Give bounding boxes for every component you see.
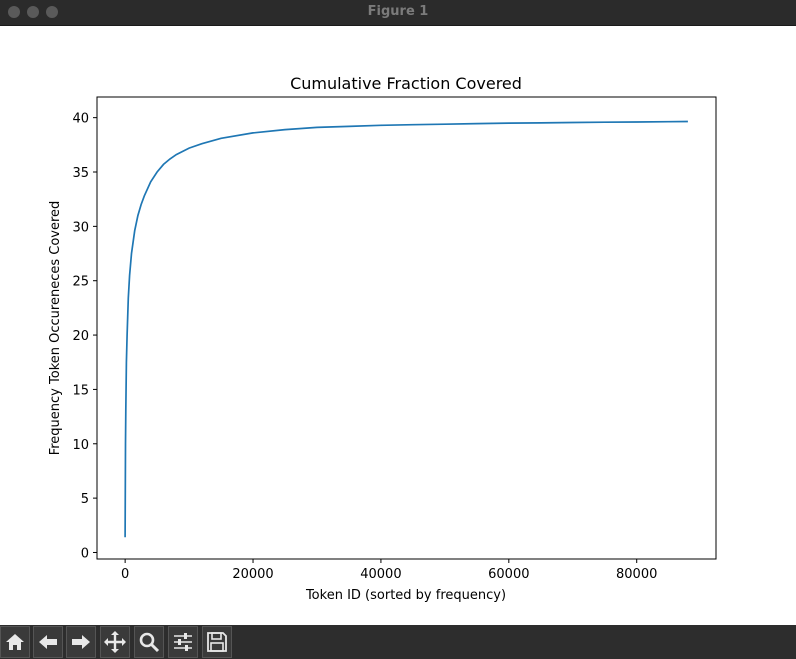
x-tick-label: 80000 — [616, 567, 657, 582]
y-tick-label: 20 — [72, 329, 89, 344]
y-tick-label: 15 — [72, 383, 89, 398]
plot-frame — [96, 96, 717, 560]
subplots-sliders-icon — [174, 633, 192, 651]
zoom-window-button[interactable] — [46, 6, 58, 18]
x-tick-label: 0 — [121, 567, 129, 582]
zoom-button[interactable] — [134, 626, 164, 658]
series-line — [124, 120, 688, 538]
window-title: Figure 1 — [367, 4, 429, 19]
pan-move-icon — [104, 631, 126, 653]
x-axis-ticks: 0 20000 40000 60000 80000 — [121, 559, 657, 582]
home-button[interactable] — [0, 626, 30, 658]
home-icon — [6, 634, 24, 650]
back-arrow-icon — [39, 635, 57, 649]
figure-canvas: 0 20000 40000 60000 80000 0 5 10 15 20 25 30 35 40 C… — [0, 26, 796, 625]
minimize-window-button[interactable] — [27, 6, 39, 18]
chart-title: Cumulative Fraction Covered — [290, 74, 522, 93]
y-tick-label: 30 — [72, 220, 89, 235]
title-bar: Figure 1 — [0, 0, 796, 26]
y-tick-label: 10 — [72, 438, 89, 453]
y-tick-label: 35 — [72, 166, 89, 181]
save-floppy-icon — [207, 632, 227, 652]
close-window-button[interactable] — [8, 6, 20, 18]
line-chart: 0 20000 40000 60000 80000 0 5 10 15 20 25 30 35 40 C… — [48, 74, 717, 603]
back-button[interactable] — [33, 626, 63, 658]
y-tick-label: 40 — [72, 112, 89, 127]
x-tick-label: 20000 — [232, 567, 273, 582]
y-tick-label: 0 — [81, 546, 89, 561]
configure-subplots-button[interactable] — [168, 626, 198, 658]
y-axis-label: Frequency Token Occureneces Covered — [48, 201, 63, 456]
y-tick-label: 25 — [72, 275, 89, 290]
forward-button[interactable] — [66, 626, 96, 658]
x-tick-label: 40000 — [360, 567, 401, 582]
x-axis-label: Token ID (sorted by frequency) — [305, 588, 506, 603]
save-button[interactable] — [202, 626, 232, 658]
pan-button[interactable] — [100, 626, 130, 658]
y-axis-ticks: 0 5 10 15 20 25 30 35 40 — [72, 112, 97, 561]
y-tick-label: 5 — [81, 492, 89, 507]
x-tick-label: 60000 — [488, 567, 529, 582]
forward-arrow-icon — [72, 635, 90, 649]
navigation-toolbar — [0, 625, 796, 659]
zoom-magnifier-icon — [139, 632, 160, 653]
